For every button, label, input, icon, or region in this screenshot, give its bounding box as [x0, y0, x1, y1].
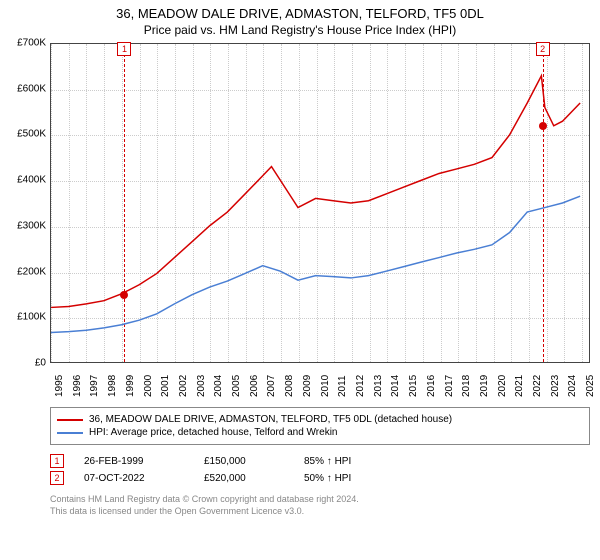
event-marker-box: 1 [50, 454, 64, 468]
chart-area: 12 £0£100K£200K£300K£400K£500K£600K£700K… [8, 43, 592, 403]
event-pct: 85% ↑ HPI [304, 456, 351, 467]
chart-subtitle: Price paid vs. HM Land Registry's House … [8, 23, 592, 37]
event-marker-box: 2 [50, 471, 64, 485]
marker-dot [539, 122, 547, 130]
x-tick-label: 2018 [461, 375, 472, 397]
footer-line: Contains HM Land Registry data © Crown c… [50, 494, 592, 506]
event-price: £150,000 [204, 456, 284, 467]
legend-label: HPI: Average price, detached house, Telf… [89, 427, 338, 438]
y-tick-label: £300K [8, 220, 46, 231]
x-tick-label: 2012 [355, 375, 366, 397]
x-tick-label: 1995 [54, 375, 65, 397]
legend: 36, MEADOW DALE DRIVE, ADMASTON, TELFORD… [50, 407, 590, 445]
x-tick-label: 2019 [479, 375, 490, 397]
x-tick-label: 2010 [320, 375, 331, 397]
chart-title: 36, MEADOW DALE DRIVE, ADMASTON, TELFORD… [8, 6, 592, 21]
footer: Contains HM Land Registry data © Crown c… [50, 494, 592, 517]
x-tick-label: 2004 [213, 375, 224, 397]
legend-row: 36, MEADOW DALE DRIVE, ADMASTON, TELFORD… [57, 414, 583, 425]
x-tick-label: 1999 [125, 375, 136, 397]
page: 36, MEADOW DALE DRIVE, ADMASTON, TELFORD… [0, 0, 600, 560]
footer-line: This data is licensed under the Open Gov… [50, 506, 592, 518]
event-price: £520,000 [204, 473, 284, 484]
x-tick-label: 2000 [143, 375, 154, 397]
series-line-hpi [51, 196, 580, 332]
x-tick-label: 2024 [567, 375, 578, 397]
x-tick-label: 2015 [408, 375, 419, 397]
marker-dot [120, 291, 128, 299]
x-tick-label: 2008 [284, 375, 295, 397]
x-tick-label: 2003 [196, 375, 207, 397]
x-tick-label: 2002 [178, 375, 189, 397]
series-lines [51, 44, 589, 362]
legend-row: HPI: Average price, detached house, Telf… [57, 427, 583, 438]
x-tick-label: 2006 [249, 375, 260, 397]
x-tick-label: 2025 [585, 375, 596, 397]
y-tick-label: £600K [8, 83, 46, 94]
plot: 12 [50, 43, 590, 363]
marker-box: 2 [536, 42, 550, 56]
y-tick-label: £100K [8, 312, 46, 323]
x-tick-label: 1998 [107, 375, 118, 397]
event-pct: 50% ↑ HPI [304, 473, 351, 484]
y-tick-label: £700K [8, 38, 46, 49]
marker-box: 1 [117, 42, 131, 56]
y-tick-label: £500K [8, 129, 46, 140]
event-date: 07-OCT-2022 [84, 473, 184, 484]
x-tick-label: 2011 [337, 375, 348, 397]
events-table: 1 26-FEB-1999 £150,000 85% ↑ HPI 2 07-OC… [50, 451, 590, 488]
x-tick-label: 2020 [497, 375, 508, 397]
y-tick-label: £0 [8, 358, 46, 369]
series-line-price_paid [51, 76, 580, 308]
x-tick-label: 2023 [550, 375, 561, 397]
event-row: 2 07-OCT-2022 £520,000 50% ↑ HPI [50, 471, 590, 485]
legend-swatch [57, 432, 83, 434]
legend-label: 36, MEADOW DALE DRIVE, ADMASTON, TELFORD… [89, 414, 452, 425]
x-tick-label: 1997 [89, 375, 100, 397]
x-tick-label: 2016 [426, 375, 437, 397]
x-tick-label: 1996 [72, 375, 83, 397]
x-tick-label: 2014 [390, 375, 401, 397]
x-tick-label: 2009 [302, 375, 313, 397]
x-tick-label: 2001 [160, 375, 171, 397]
x-tick-label: 2021 [514, 375, 525, 397]
x-tick-label: 2005 [231, 375, 242, 397]
event-row: 1 26-FEB-1999 £150,000 85% ↑ HPI [50, 454, 590, 468]
x-tick-label: 2022 [532, 375, 543, 397]
y-tick-label: £200K [8, 266, 46, 277]
y-tick-label: £400K [8, 175, 46, 186]
legend-swatch [57, 419, 83, 421]
x-tick-label: 2007 [266, 375, 277, 397]
x-tick-label: 2017 [444, 375, 455, 397]
event-date: 26-FEB-1999 [84, 456, 184, 467]
x-tick-label: 2013 [373, 375, 384, 397]
